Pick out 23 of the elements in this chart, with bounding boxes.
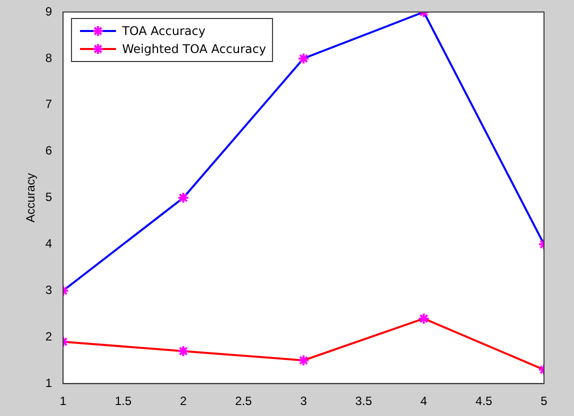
y-tick-label: 8 (45, 50, 52, 65)
y-tick-label: 2 (45, 329, 52, 344)
point (298, 354, 310, 366)
x-tick-label: 2 (180, 394, 187, 408)
y-tick-label: 6 (45, 144, 52, 158)
x-tick-label: 3 (300, 394, 308, 408)
x-tick-label: 5 (540, 394, 548, 408)
y-tick-label: 3 (45, 283, 52, 298)
y-axis-title: Accuracy (24, 173, 38, 222)
y-tick-label: 9 (45, 4, 52, 18)
x-tick-label: 1 (60, 394, 67, 408)
y-tick-label: 5 (45, 190, 52, 204)
point (418, 312, 430, 325)
x-tick-label: 4.5 (476, 394, 493, 408)
y-tick-label: 7 (45, 97, 52, 112)
x-tick-label: 3.5 (355, 394, 372, 408)
x-tick-label: 2.5 (235, 394, 252, 408)
legend-label: TOA Accuracy (122, 24, 206, 38)
y-tick-label: 1 (45, 376, 52, 390)
x-tick-label: 1.5 (114, 394, 132, 408)
legend-label: Weighted TOA Accuracy (122, 42, 266, 56)
y-tick-label: 4 (45, 236, 52, 251)
x-tick-label: 4 (420, 394, 428, 408)
